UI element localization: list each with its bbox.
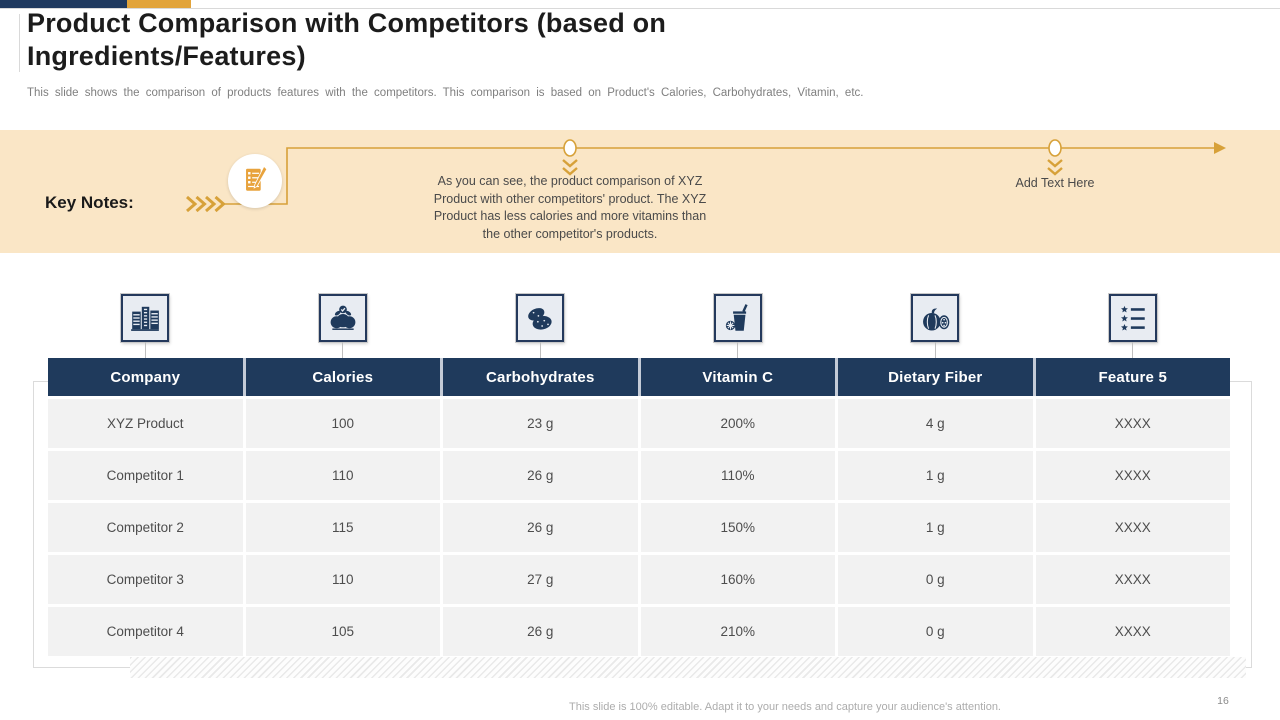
table-cell: 110% [640,451,835,500]
column-header: Company [48,358,243,396]
column-header: Carbohydrates [443,358,638,396]
column-header: Vitamin C [640,358,835,396]
table-cell: 1 g [838,503,1033,552]
table-cell: XXXX [1035,399,1230,448]
table-cell: 26 g [443,503,638,552]
page-number: 16 [1217,695,1229,707]
hatch-texture-strip [130,657,1246,678]
juice-drink-icon [725,304,748,331]
table-cell: 4 g [838,399,1033,448]
chevron-down-icon [562,159,578,176]
table-cell: 105 [245,607,440,656]
company-buildings-icon [131,306,159,331]
column-icon-feature-5 [1108,293,1158,343]
arrow-right-icon [1214,142,1226,154]
icon-connector [737,342,738,358]
table-cell: 23 g [443,399,638,448]
table-cell: 210% [640,607,835,656]
column-icon-vitamin-c [713,293,763,343]
star-list-icon [1121,305,1145,331]
table-cell: XXXX [1035,555,1230,604]
table-cell: 200% [640,399,835,448]
page-title: Product Comparison with Competitors (bas… [27,7,666,73]
milestone-circle [1048,139,1062,157]
icon-connector [935,342,936,358]
table-cell: 1 g [838,451,1033,500]
key-note-text: As you can see, the product comparison o… [433,174,707,241]
milestone-circle [563,139,577,157]
table-cell: Competitor 3 [48,555,243,604]
table-cell: XXXX [1035,607,1230,656]
table-cell: 100 [245,399,440,448]
potatoes-icon [528,308,552,330]
page-title-line1: Product Comparison with Competitors (bas… [27,8,667,38]
table-cell: 160% [640,555,835,604]
table-cell: Competitor 1 [48,451,243,500]
table-cell: 110 [245,555,440,604]
chevron-down-icon [1047,159,1063,176]
table-cell: 0 g [838,555,1033,604]
icon-connector [342,342,343,358]
top-bar-navy-segment [0,0,127,8]
add-text-placeholder[interactable]: Add Text Here [1015,176,1095,190]
table-cell: 115 [245,503,440,552]
title-edge-line [19,14,20,72]
column-header: Calories [245,358,440,396]
table-cell: 0 g [838,607,1033,656]
table-cell: Competitor 2 [48,503,243,552]
table-cell: XXXX [1035,451,1230,500]
comparison-table-body: XYZ Product 100 23 g 200% 4 g XXXX Compe… [48,399,1230,656]
key-notes-label: Key Notes: [45,193,134,212]
table-cell: XYZ Product [48,399,243,448]
chevron-right-icons [186,195,226,213]
top-divider [0,8,1280,9]
column-icon-carbohydrates [515,293,565,343]
table-cell: Competitor 4 [48,607,243,656]
table-cell: 110 [245,451,440,500]
table-cell: 27 g [443,555,638,604]
comparison-table-header: Company Calories Carbohydrates Vitamin C… [48,358,1230,396]
column-icon-company [120,293,170,343]
icon-connector [145,342,146,358]
page-title-line2: Ingredients/Features) [27,41,306,71]
column-icon-calories [318,293,368,343]
editable-note: This slide is 100% editable. Adapt it to… [569,701,1001,713]
table-cell: 150% [640,503,835,552]
icon-connector [1132,342,1133,358]
key-notes-band [0,130,1280,253]
column-icon-dietary-fiber [910,293,960,343]
pumpkin-icon [923,308,950,331]
icon-connector [540,342,541,358]
column-header: Feature 5 [1035,358,1230,396]
fruits-icon [330,305,356,330]
clipboard-pencil-icon [246,165,268,191]
table-cell: 26 g [443,607,638,656]
column-header: Dietary Fiber [838,358,1033,396]
top-bar-gold-segment [127,0,191,8]
key-notes-badge [228,154,282,208]
table-cell: XXXX [1035,503,1230,552]
table-cell: 26 g [443,451,638,500]
page-subtitle: This slide shows the comparison of produ… [27,87,864,99]
